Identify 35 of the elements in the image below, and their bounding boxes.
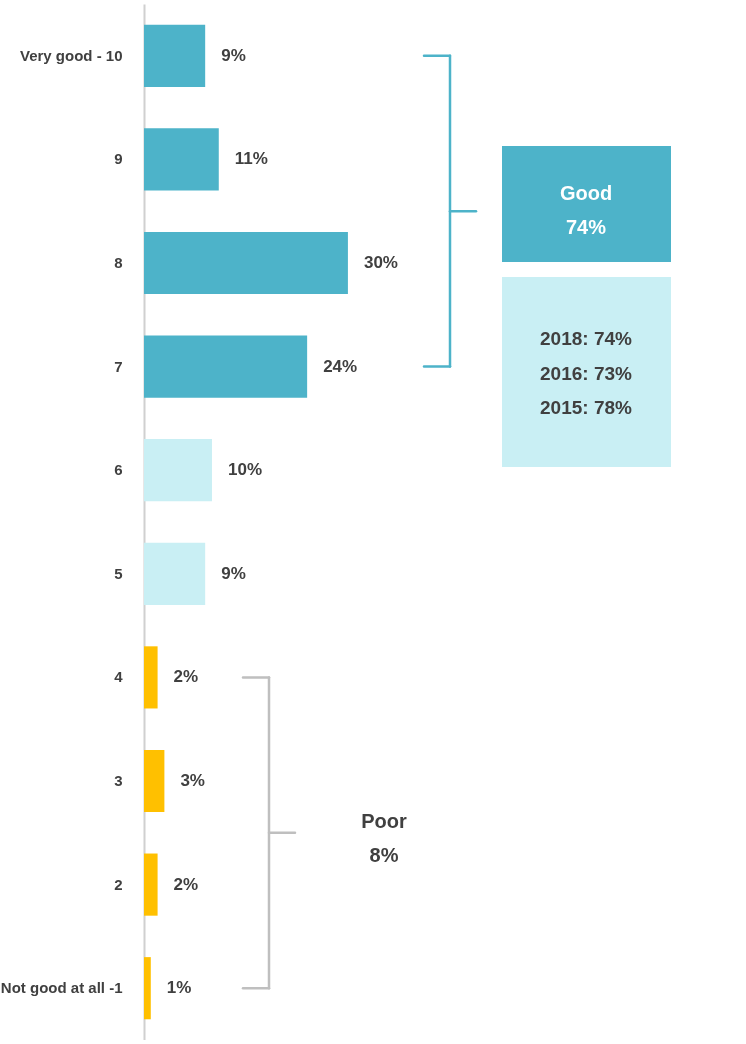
- text: 2016: 73%: [540, 363, 633, 384]
- y-tick-label: 4: [114, 668, 124, 686]
- data-label: 2%: [173, 874, 199, 894]
- y-tick-label: 8: [114, 254, 123, 271]
- bar: [144, 24, 206, 87]
- data-label: 11%: [234, 149, 268, 169]
- bar: [144, 128, 219, 191]
- bar: [144, 646, 158, 709]
- data-label: 2%: [173, 667, 199, 687]
- bar: [144, 439, 212, 502]
- data-label: 24%: [323, 356, 358, 376]
- y-tick-label: 6: [114, 461, 123, 479]
- y-tick-label: 9: [114, 150, 123, 168]
- y-tick-label: 2: [114, 875, 123, 893]
- bar: [144, 542, 206, 605]
- text: 2015: 78%: [540, 397, 633, 418]
- text: Good 74%: [559, 182, 613, 238]
- data-label: 30%: [363, 253, 398, 272]
- y-tick-label: 3: [114, 772, 123, 789]
- y-tick-label: Not good at all -1: [0, 979, 123, 997]
- data-label: 1%: [166, 978, 192, 998]
- data-label: 10%: [227, 460, 263, 480]
- bar: [144, 749, 165, 813]
- bar: [144, 335, 308, 398]
- bar: [144, 957, 151, 1020]
- data-label: 3%: [180, 771, 205, 790]
- bar: [144, 853, 158, 916]
- text: 2018: 74%: [540, 328, 633, 349]
- data-label: 9%: [221, 45, 246, 65]
- y-tick-label: Very good - 10: [19, 46, 123, 64]
- data-label: 9%: [221, 563, 246, 583]
- y-tick-label: 5: [114, 564, 123, 582]
- y-tick-label: 7: [114, 357, 123, 375]
- text: Poor 8%: [361, 810, 407, 866]
- bar: [144, 231, 348, 295]
